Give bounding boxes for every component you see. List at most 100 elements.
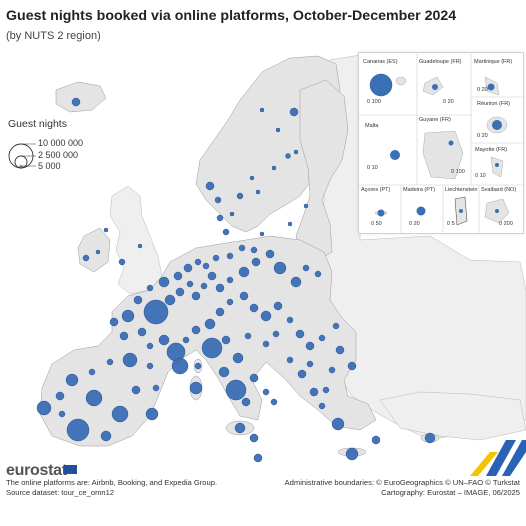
region-bubble: [207, 271, 217, 281]
region-bubble: [137, 243, 143, 249]
region-bubble: [106, 358, 114, 366]
region-bubble: [194, 258, 202, 266]
region-bubble: [158, 276, 170, 288]
region-bubble: [273, 261, 287, 275]
inset-label-canarias: Canarias (ES): [363, 59, 398, 65]
region-bubble: [262, 340, 270, 348]
inset-scale-guadeloupe: 0 20: [443, 99, 454, 105]
footer-cartography: Cartography: Eurostat – IMAGE, 06/2025: [381, 488, 520, 497]
inset-scale-madeira: 0 20: [409, 221, 420, 227]
region-bubble: [214, 196, 222, 204]
region-bubble: [345, 447, 359, 461]
inset-panel: Canarias (ES) 0 100 Guadeloupe (FR) 0 20…: [358, 52, 524, 234]
region-bubble: [152, 384, 160, 392]
region-bubble: [255, 189, 261, 195]
inset-label-malta: Malta: [365, 123, 379, 129]
inset-label-madeira: Madeira (PT): [403, 187, 436, 193]
region-bubble: [424, 432, 436, 444]
region-bubble: [146, 362, 154, 370]
inset-label-svalbard: Svalbard (NO): [481, 187, 517, 193]
region-bubble: [215, 307, 225, 317]
region-bubble: [295, 329, 305, 339]
region-bubble: [293, 149, 299, 155]
region-bubble: [259, 107, 265, 113]
region-bubble: [371, 435, 381, 445]
region-bubble: [335, 345, 345, 355]
region-bubble: [133, 295, 143, 305]
region-bubble: [251, 257, 261, 267]
page-subtitle: (by NUTS 2 region): [6, 30, 101, 42]
region-bubble: [232, 352, 244, 364]
region-bubble: [226, 298, 234, 306]
land-ireland: [77, 227, 111, 273]
land-finland-baltics: [295, 79, 349, 263]
region-bubble: [222, 228, 230, 236]
region-bubble: [226, 276, 234, 284]
region-bubble: [85, 389, 103, 407]
region-bubble: [273, 301, 283, 311]
region-bubble: [328, 366, 336, 374]
inset-label-martinique: Martinique (FR): [474, 59, 513, 65]
inset-scale-canarias: 0 100: [367, 99, 381, 105]
region-bubble: [259, 231, 265, 237]
footer-source: Source dataset: tour_ce_omn12: [6, 488, 115, 497]
region-bubble: [286, 316, 294, 324]
region-bubble: [215, 283, 225, 293]
footer-platform-note: The online platforms are: Airbnb, Bookin…: [6, 478, 218, 487]
region-bubble: [137, 327, 147, 337]
region-bubble: [202, 262, 210, 270]
region-bubble: [249, 303, 259, 313]
footer-boundaries: Administrative boundaries: © EuroGeograp…: [284, 478, 520, 487]
region-bubble: [58, 410, 66, 418]
region-bubble: [146, 284, 154, 292]
region-bubble: [241, 397, 251, 407]
region-bubble: [290, 276, 302, 288]
region-bubble: [164, 294, 176, 306]
region-bubble: [145, 407, 159, 421]
region-bubble: [212, 254, 220, 262]
region-bubble: [65, 373, 79, 387]
legend-label-large: 10 000 000: [38, 138, 84, 148]
region-bubble: [318, 334, 326, 342]
region-bubble: [82, 254, 90, 262]
region-bubble: [286, 356, 294, 364]
region-bubble: [191, 325, 201, 335]
region-bubble: [265, 249, 275, 259]
region-bubble: [111, 405, 129, 423]
region-bubble: [236, 192, 244, 200]
region-bubble: [118, 258, 126, 266]
region-bubble: [260, 310, 272, 322]
region-bubble: [253, 453, 263, 463]
region-bubble: [226, 252, 234, 260]
region-bubble: [200, 282, 208, 290]
region-bubble: [109, 317, 119, 327]
region-bubble: [204, 318, 216, 330]
region-bubble: [249, 175, 255, 181]
region-bubble: [262, 388, 270, 396]
region-bubble: [305, 341, 315, 351]
region-bubble: [201, 337, 223, 359]
inset-label-guyane: Guyane (FR): [419, 117, 451, 123]
eu-flag-icon: [64, 465, 77, 474]
region-bubble: [205, 181, 215, 191]
region-bubble: [88, 368, 96, 376]
region-bubble: [182, 336, 190, 344]
inset-scale-mayotte: 0 10: [475, 173, 486, 179]
land-turkey: [379, 391, 526, 441]
legend-label-small: 5 000: [38, 161, 61, 171]
footer-notes: The online platforms are: Airbnb, Bookin…: [6, 478, 217, 498]
region-bubble: [103, 227, 109, 233]
region-bubble: [302, 264, 310, 272]
region-bubble: [238, 244, 246, 252]
inset-label-liechtenstein: Liechtenstein: [445, 187, 478, 193]
region-bubble: [297, 369, 307, 379]
region-bubble: [322, 386, 330, 394]
region-bubble: [191, 291, 201, 301]
region-bubble: [143, 299, 169, 325]
inset-graphics: [359, 53, 523, 233]
eurostat-logo: eurostat: [6, 462, 67, 479]
region-bubble: [71, 97, 81, 107]
region-bubble: [119, 331, 129, 341]
region-bubble: [146, 342, 154, 350]
